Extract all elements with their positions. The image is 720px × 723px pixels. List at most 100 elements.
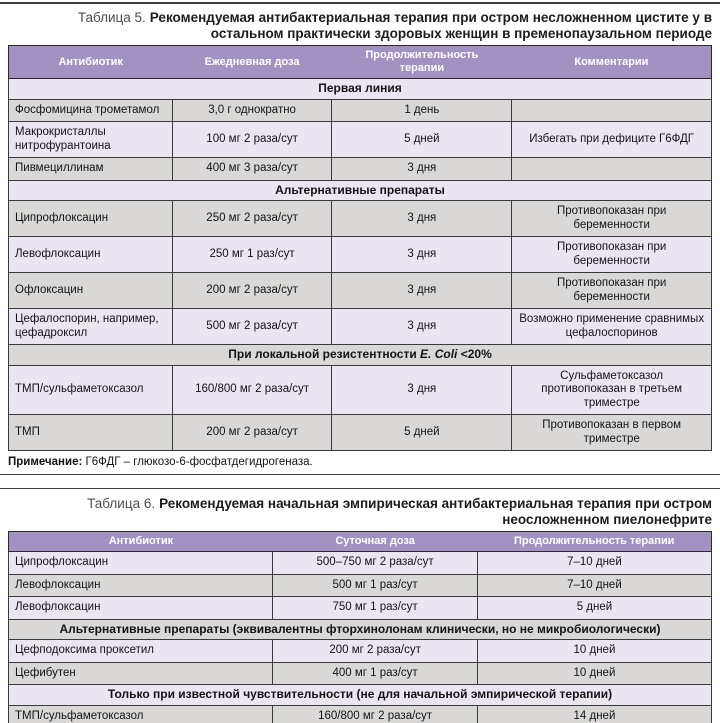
column-header: Ежедневная доза [172,45,332,79]
table-row: Левофлоксацин 250 мг 1 раз/сут 3 дня Против… [8,236,712,273]
table-row: Макрокристаллы нитрофурантоина 100 мг 2 р… [8,121,712,158]
section-row: Альтернативные препараты [8,179,712,201]
section-row: Альтернативные препараты (эквивалентны ф… [8,618,712,640]
table-row: Ципрофлоксацин 250 мг 2 раза/сут 3 дня Прот… [8,200,712,237]
value-cell: 160/800 мг 2 раза/сут [272,704,478,723]
table-row: ТМП/сульфаметоксазол 160/800 мг 2 раза/су… [7,704,713,723]
value-cell: 7–10 дней [476,551,713,575]
value-cell: 5 дней [331,414,513,451]
table-row: Левофлоксацин 750 мг 1 раз/сут 5 дней [7,596,713,620]
antibiotic-name-cell: Левофлоксацин [8,236,173,273]
table6-caption: Таблица 6. Рекомендуемая начальная эмпири… [8,496,712,528]
table5-cystitis-therapy: Антибиотик Ежедневная доза Продолжительнос… [8,45,712,451]
antibiotic-name-cell: ТМП/сульфаметоксазол [8,364,173,415]
value-cell: 250 мг 1 раз/сут [171,236,333,273]
value-cell: 200 мг 2 раза/сут [171,414,333,451]
antibiotic-name-cell: Фосфомицина трометамол [8,98,173,122]
value-cell: 100 мг 2 раза/сут [171,121,333,158]
between-tables-divider-line [0,488,720,489]
antibiotic-name-cell: Левофлоксацин [7,573,274,597]
value-cell: 200 мг 2 раза/сут [272,639,478,663]
value-cell [511,98,712,122]
table-row: Цефалоспорин, например, цефадроксил 500 м… [8,308,712,345]
value-cell: Сульфаметоксазол противопоказан в третье… [511,364,712,415]
value-cell: 3 дня [331,157,513,181]
value-cell: 250 мг 2 раза/сут [171,200,333,237]
value-cell: Возможно применение сравнимых цефалоспор… [511,308,712,345]
value-cell: 10 дней [476,639,713,663]
value-cell: 400 мг 3 раза/сут [171,157,333,181]
antibiotic-name-cell: Цефалоспорин, например, цефадроксил [8,308,173,345]
section-row: Только при известной чувствительности (н… [8,684,712,706]
value-cell: 7–10 дней [476,573,713,597]
table-row: Левофлоксацин 500 мг 1 раз/сут 7–10 дней [7,573,713,597]
table-row: Офлоксацин 200 мг 2 раза/сут 3 дня Противоп… [8,272,712,309]
table-row: ТМП/сульфаметоксазол 160/800 мг 2 раза/су… [8,364,712,415]
antibiotic-name-cell: Левофлоксацин [7,596,274,620]
section-label: При локальной резистентности E. Coli <20… [8,344,712,366]
antibiotic-name-cell: Ципрофлоксацин [8,200,173,237]
table5-footnote-label: Примечание: [8,456,83,468]
value-cell: 3,0 г однократно [171,98,333,122]
table5-body: Первая линия Фосфомицина трометамол 3,0 г … [8,78,712,451]
value-cell: 14 дней [476,704,713,723]
section-label: Первая линия [8,78,712,100]
table5-footnote-text: Г6ФДГ – глюкозо-6-фосфатдегидрогеназа. [82,456,313,468]
table5-caption-title: Рекомендуемая антибактериальная терапия … [149,10,712,41]
antibiotic-name-cell: ТМП/сульфаметоксазол [7,704,274,723]
column-header: Комментарии [511,45,712,79]
value-cell [511,157,712,181]
value-cell: Противопоказан при беременности [511,272,712,309]
table5-header-row: Антибиотик Ежедневная доза Продолжительнос… [8,45,712,79]
table-row: Ципрофлоксацин 500–750 мг 2 раза/сут 7–10 … [7,551,713,575]
table6-caption-title: Рекомендуемая начальная эмпирическая ант… [159,496,712,527]
value-cell: Противопоказан в первом триместре [511,414,712,451]
value-cell: 160/800 мг 2 раза/сут [171,364,333,415]
top-divider-line [0,2,720,4]
column-header: Продолжительность терапии [331,45,512,79]
antibiotic-name-cell: Пивмециллинам [8,157,173,181]
value-cell: 3 дня [331,200,513,237]
antibiotic-name-cell: Офлоксацин [8,272,173,309]
table-row: ТМП 200 мг 2 раза/сут 5 дней Противопоказан… [8,414,712,451]
value-cell: 3 дня [331,272,513,309]
section-row: Первая линия [8,78,712,100]
column-header: Суточная доза [272,531,478,552]
column-header: Продолжительность терапии [477,531,712,552]
value-cell: 500–750 мг 2 раза/сут [272,551,478,575]
value-cell: Противопоказан при беременности [511,236,712,273]
value-cell: 1 день [331,98,513,122]
value-cell: 3 дня [331,236,513,273]
value-cell: 3 дня [331,308,513,345]
table6-body: Ципрофлоксацин 500–750 мг 2 раза/сут 7–10 … [7,551,713,723]
table-row: Цефподоксима проксетил 200 мг 2 раза/сут 1… [7,639,713,663]
antibiotic-name-cell: Ципрофлоксацин [7,551,274,575]
value-cell: Избегать при дефиците Г6ФДГ [511,121,712,158]
value-cell: 400 мг 1 раз/сут [272,661,478,685]
value-cell: 5 дней [476,596,713,620]
column-header: Антибиотик [8,531,273,552]
table5-caption: Таблица 5. Рекомендуемая антибактериальна… [8,10,712,42]
antibiotic-name-cell: Цефибутен [7,661,274,685]
value-cell: 3 дня [331,364,513,415]
value-cell: 500 мг 1 раз/сут [272,573,478,597]
table-row: Пивмециллинам 400 мг 3 раза/сут 3 дня [8,157,712,181]
table6-caption-number: Таблица 6. [87,496,156,511]
column-header: Антибиотик [8,45,173,79]
antibiotic-name-cell: Макрокристаллы нитрофурантоина [8,121,173,158]
antibiotic-name-cell: Цефподоксима проксетил [7,639,274,663]
value-cell: 200 мг 2 раза/сут [171,272,333,309]
italic-text: E. Coli [420,347,458,361]
table6-pyelonephritis-therapy: Антибиотик Суточная доза Продолжительность… [7,531,713,723]
table5-footnote: Примечание: Г6ФДГ – глюкозо-6-фосфатдеги… [0,451,720,475]
table-row: Цефибутен 400 мг 1 раз/сут 10 дней [7,661,713,685]
table6-header-row: Антибиотик Суточная доза Продолжительность… [8,531,712,552]
section-label: Только при известной чувствительности (н… [8,684,712,706]
section-label: Альтернативные препараты (эквивалентны ф… [8,618,712,640]
section-label: Альтернативные препараты [8,179,712,201]
antibiotic-name-cell: ТМП [8,414,173,451]
value-cell: Противопоказан при беременности [511,200,712,237]
value-cell: 500 мг 2 раза/сут [171,308,333,345]
value-cell: 10 дней [476,661,713,685]
